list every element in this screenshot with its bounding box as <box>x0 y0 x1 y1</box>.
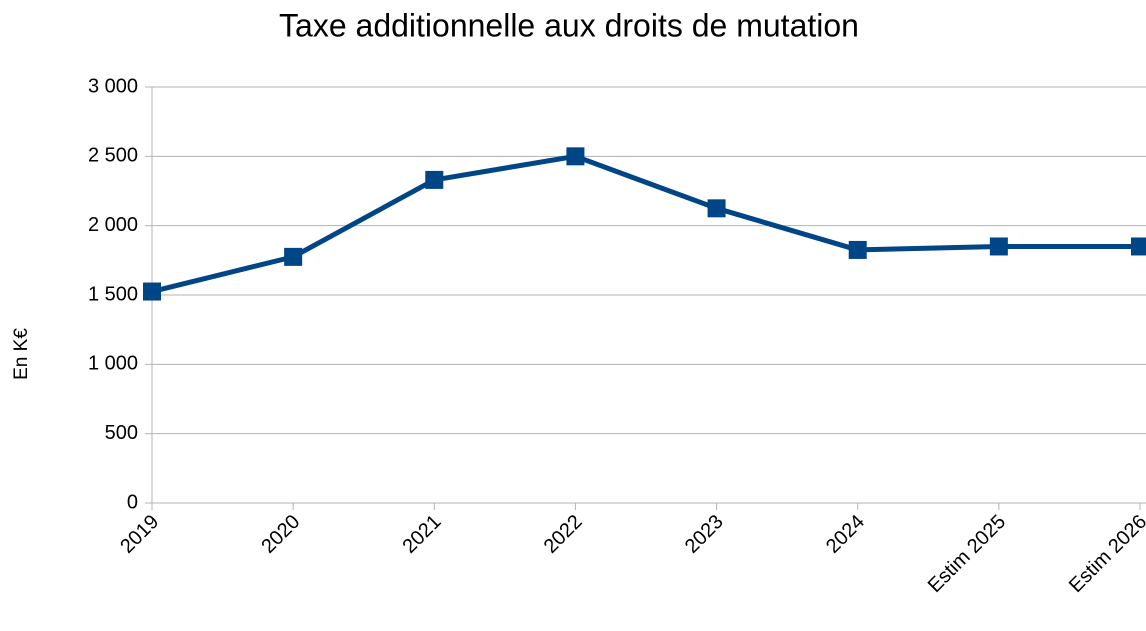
line <box>151 153 1140 294</box>
x-tick-label: 2021 <box>399 511 446 558</box>
y-tick-label: 500 <box>105 422 138 444</box>
marker <box>425 170 444 189</box>
marker <box>707 199 726 218</box>
y-tick-label: 0 <box>127 491 138 513</box>
y-tick-label: 1 000 <box>88 353 138 375</box>
chart-title: Taxe additionnelle aux droits de mutatio… <box>279 7 859 43</box>
x-tick-label: 2019 <box>116 511 163 558</box>
x-tick-label: Estim 2025 <box>924 511 1010 597</box>
marker <box>143 282 161 301</box>
x-tick-label: Estim 2026 <box>1065 511 1146 597</box>
y-tick-label: 3 000 <box>88 75 138 97</box>
marker <box>848 240 867 259</box>
marker <box>1131 237 1146 256</box>
x-tick-label: 2024 <box>822 511 869 558</box>
y-tick-label: 2 000 <box>88 214 138 236</box>
x-tick-label: 2023 <box>681 511 728 558</box>
marker <box>566 147 585 166</box>
y-axis-label: En K€ <box>11 328 32 380</box>
x-tick-label: 2020 <box>257 511 304 558</box>
y-tick-label: 2 500 <box>88 145 138 167</box>
y-tick-label: 1 500 <box>88 283 138 305</box>
x-tick-label: 2022 <box>540 511 587 558</box>
marker <box>989 237 1008 256</box>
marker <box>284 247 303 266</box>
